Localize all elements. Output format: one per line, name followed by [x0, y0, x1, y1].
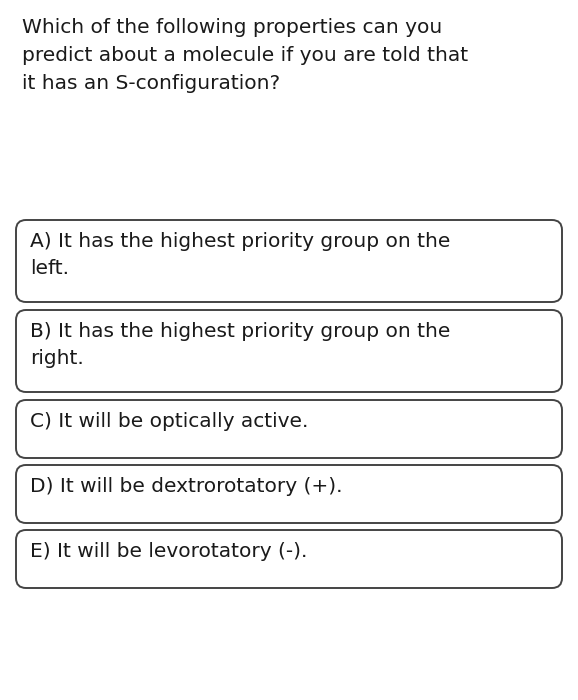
Text: B) It has the highest priority group on the
right.: B) It has the highest priority group on … [30, 322, 450, 368]
Text: Which of the following properties can you
predict about a molecule if you are to: Which of the following properties can yo… [22, 18, 468, 93]
Text: D) It will be dextrorotatory (+).: D) It will be dextrorotatory (+). [30, 477, 343, 496]
Text: E) It will be levorotatory (-).: E) It will be levorotatory (-). [30, 542, 307, 561]
FancyBboxPatch shape [16, 465, 562, 523]
FancyBboxPatch shape [16, 310, 562, 392]
FancyBboxPatch shape [16, 530, 562, 588]
Text: A) It has the highest priority group on the
left.: A) It has the highest priority group on … [30, 232, 450, 277]
FancyBboxPatch shape [16, 400, 562, 458]
Text: C) It will be optically active.: C) It will be optically active. [30, 412, 309, 431]
FancyBboxPatch shape [16, 220, 562, 302]
